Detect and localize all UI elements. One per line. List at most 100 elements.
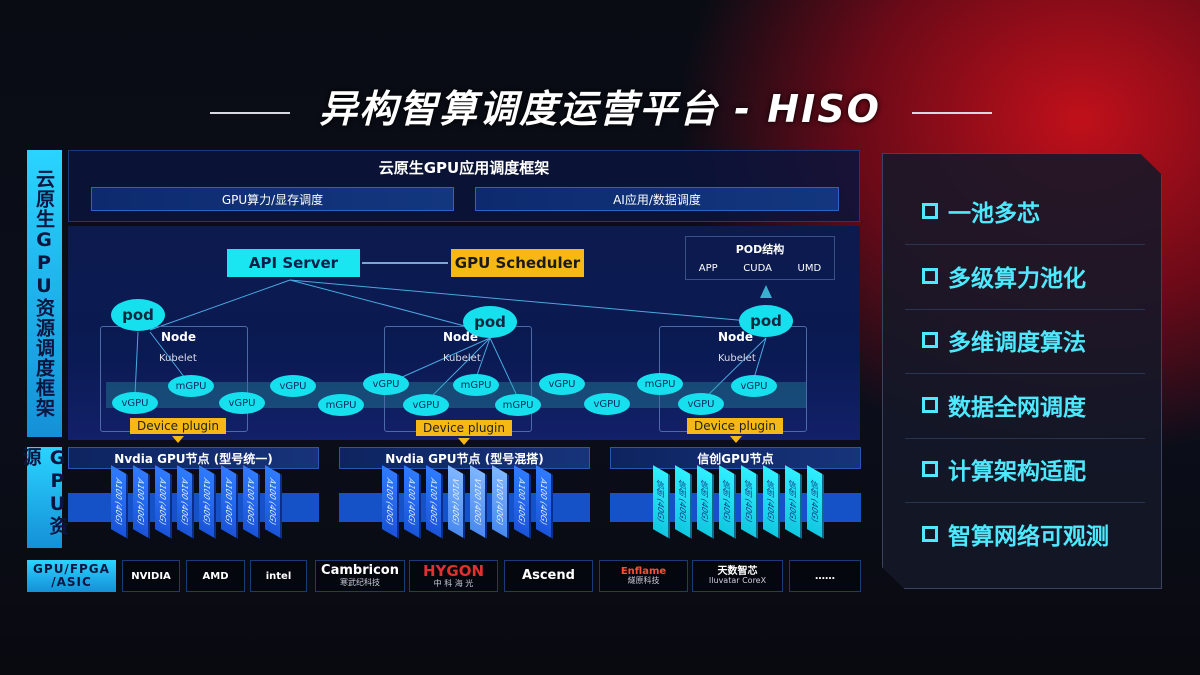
- feature-divider: [905, 308, 1145, 310]
- vendor-name: Cambricon: [321, 563, 399, 579]
- mgpu-ellipse: mGPU: [637, 373, 683, 395]
- title-decor-left: [210, 112, 290, 114]
- vendor-name: HYGON: [422, 562, 485, 581]
- gpu-chip: A100 (40G): [382, 465, 399, 539]
- gpu-compute-box: GPU算力/显存调度: [91, 187, 454, 211]
- pod: pod: [463, 306, 517, 338]
- gpu-chip: A100 (40G): [177, 465, 194, 539]
- vendor-name: Enflame: [620, 566, 667, 578]
- api-server-box: API Server: [227, 249, 360, 277]
- gpu-node-title: Nvdia GPU节点 (型号统一): [68, 447, 319, 469]
- gpu-chip: A100 (40G): [404, 465, 421, 539]
- feature-divider: [905, 437, 1145, 439]
- pod: pod: [111, 299, 165, 331]
- gpu-chip: A100 (40G): [265, 465, 282, 539]
- gpu-chip: 信创 (40G): [807, 465, 824, 539]
- node-label: Node: [443, 330, 479, 344]
- gpu-chip: A100 (40G): [514, 465, 531, 539]
- vendor-logo-2: intel: [250, 560, 307, 592]
- vendor-name: NVIDIA: [131, 570, 171, 582]
- vendor-name: AMD: [202, 570, 229, 582]
- vgpu-ellipse: vGPU: [539, 373, 585, 395]
- checkbox-square-icon: [922, 396, 938, 413]
- vgpu-ellipse: vGPU: [112, 392, 158, 414]
- gpu-chip: 信创 (40G): [675, 465, 692, 539]
- kubelet-label: Kubelet: [718, 353, 756, 364]
- feature-label: 计算架构适配: [948, 459, 1086, 486]
- vendor-logo-5: Ascend: [504, 560, 593, 592]
- vendor-name: 天数智芯: [717, 566, 758, 578]
- vendor-name: intel: [265, 570, 292, 582]
- feature-divider: [905, 244, 1145, 245]
- mgpu-ellipse: mGPU: [495, 394, 541, 416]
- vendor-sub: 中 科 海 光: [433, 578, 474, 588]
- vgpu-ellipse: vGPU: [678, 393, 724, 415]
- vgpu-ellipse: vGPU: [270, 375, 316, 397]
- checkbox-square-icon: [922, 526, 938, 542]
- pod-item-app: APP: [698, 263, 718, 274]
- feature-item: 一池多芯: [922, 194, 1040, 228]
- vendor-name: Ascend: [522, 567, 575, 583]
- checkbox-square-icon: [922, 267, 938, 284]
- mgpu-ellipse: mGPU: [168, 375, 214, 397]
- pod-structure-title: POD结构: [735, 243, 785, 256]
- app-framework-title: 云原生GPU应用调度框架: [378, 159, 550, 177]
- feature-label: 数据全网调度: [948, 394, 1086, 421]
- feature-item: 多维调度算法: [922, 323, 1086, 357]
- vendor-name: ……: [815, 570, 835, 582]
- pod-structure-box: POD结构 APP CUDA UMD: [685, 236, 835, 280]
- pod: pod: [739, 305, 793, 337]
- vendor-logo-1: AMD: [186, 560, 245, 592]
- gpu-chip: 信创 (40G): [785, 465, 802, 539]
- vendor-logo-3: Cambricon 寒武纪科技: [315, 560, 405, 592]
- feature-item: 计算架构适配: [922, 452, 1086, 486]
- vendor-logo-8: ……: [789, 560, 861, 592]
- checkbox-square-icon: [922, 203, 938, 219]
- gpu-chip: A100 (40G): [426, 465, 443, 539]
- gpu-chip: A100 (40G): [111, 465, 128, 539]
- checkbox-square-icon: [922, 461, 938, 478]
- vendor-logo-0: NVIDIA: [122, 560, 180, 592]
- gpu-chip: 信创 (40G): [697, 465, 714, 539]
- feature-item: 多级算力池化: [922, 259, 1086, 293]
- gpu-chip: V100 (40G): [448, 465, 465, 539]
- node-label: Node: [161, 330, 197, 344]
- page-title: 异构智算调度运营平台 - HISO: [319, 87, 881, 131]
- gpu-chip: V100 (40G): [470, 465, 487, 539]
- mgpu-ellipse: mGPU: [453, 374, 499, 396]
- vendor-logo-6: Enflame 燧原科技: [599, 560, 688, 592]
- vendor-logo-4: HYGON 中 科 海 光: [409, 560, 498, 592]
- vgpu-ellipse: vGPU: [363, 373, 409, 395]
- device-plugin-box: Device plugin: [130, 418, 226, 434]
- gpu-chip: A100 (40G): [199, 465, 216, 539]
- framework-side-label: 云原生GPU资源调度框架: [27, 150, 62, 437]
- feature-divider: [905, 373, 1145, 375]
- vendor-logo-7: 天数智芯 Iluvatar CoreX: [692, 560, 783, 592]
- gpu-chip: 信创 (40G): [741, 465, 758, 539]
- pod-item-cuda: CUDA: [743, 263, 772, 274]
- gpu-chip: A100 (40G): [536, 465, 553, 539]
- gpu-chip: A100 (40G): [221, 465, 238, 539]
- vendor-label: GPU/FPGA /ASIC: [27, 560, 116, 592]
- vendor-sub: 燧原科技: [627, 576, 660, 586]
- title-decor-right: [912, 112, 992, 114]
- checkbox-square-icon: [922, 332, 938, 349]
- gpu-scheduler-box: GPU Scheduler: [451, 249, 584, 277]
- feature-label: 多维调度算法: [948, 330, 1086, 357]
- gpu-node-title: Nvdia GPU节点 (型号混搭): [339, 447, 590, 469]
- vgpu-ellipse: vGPU: [584, 393, 630, 415]
- gpu-chip: 信创 (40G): [653, 465, 670, 539]
- feature-item: 数据全网调度: [922, 388, 1086, 422]
- vendor-sub: Iluvatar CoreX: [708, 576, 767, 586]
- feature-label: 智算网络可观测: [948, 524, 1109, 550]
- feature-item: 智算网络可观测: [922, 517, 1109, 551]
- feature-label: 一池多芯: [948, 201, 1040, 227]
- vgpu-ellipse: vGPU: [731, 375, 777, 397]
- kubelet-label: Kubelet: [443, 353, 481, 364]
- kubelet-label: Kubelet: [159, 353, 197, 364]
- pod-item-umd: UMD: [797, 263, 822, 274]
- vgpu-ellipse: vGPU: [219, 392, 265, 414]
- app-framework-panel: 云原生GPU应用调度框架 GPU算力/显存调度 AI应用/数据调度: [68, 150, 860, 222]
- feature-label: 多级算力池化: [948, 265, 1086, 292]
